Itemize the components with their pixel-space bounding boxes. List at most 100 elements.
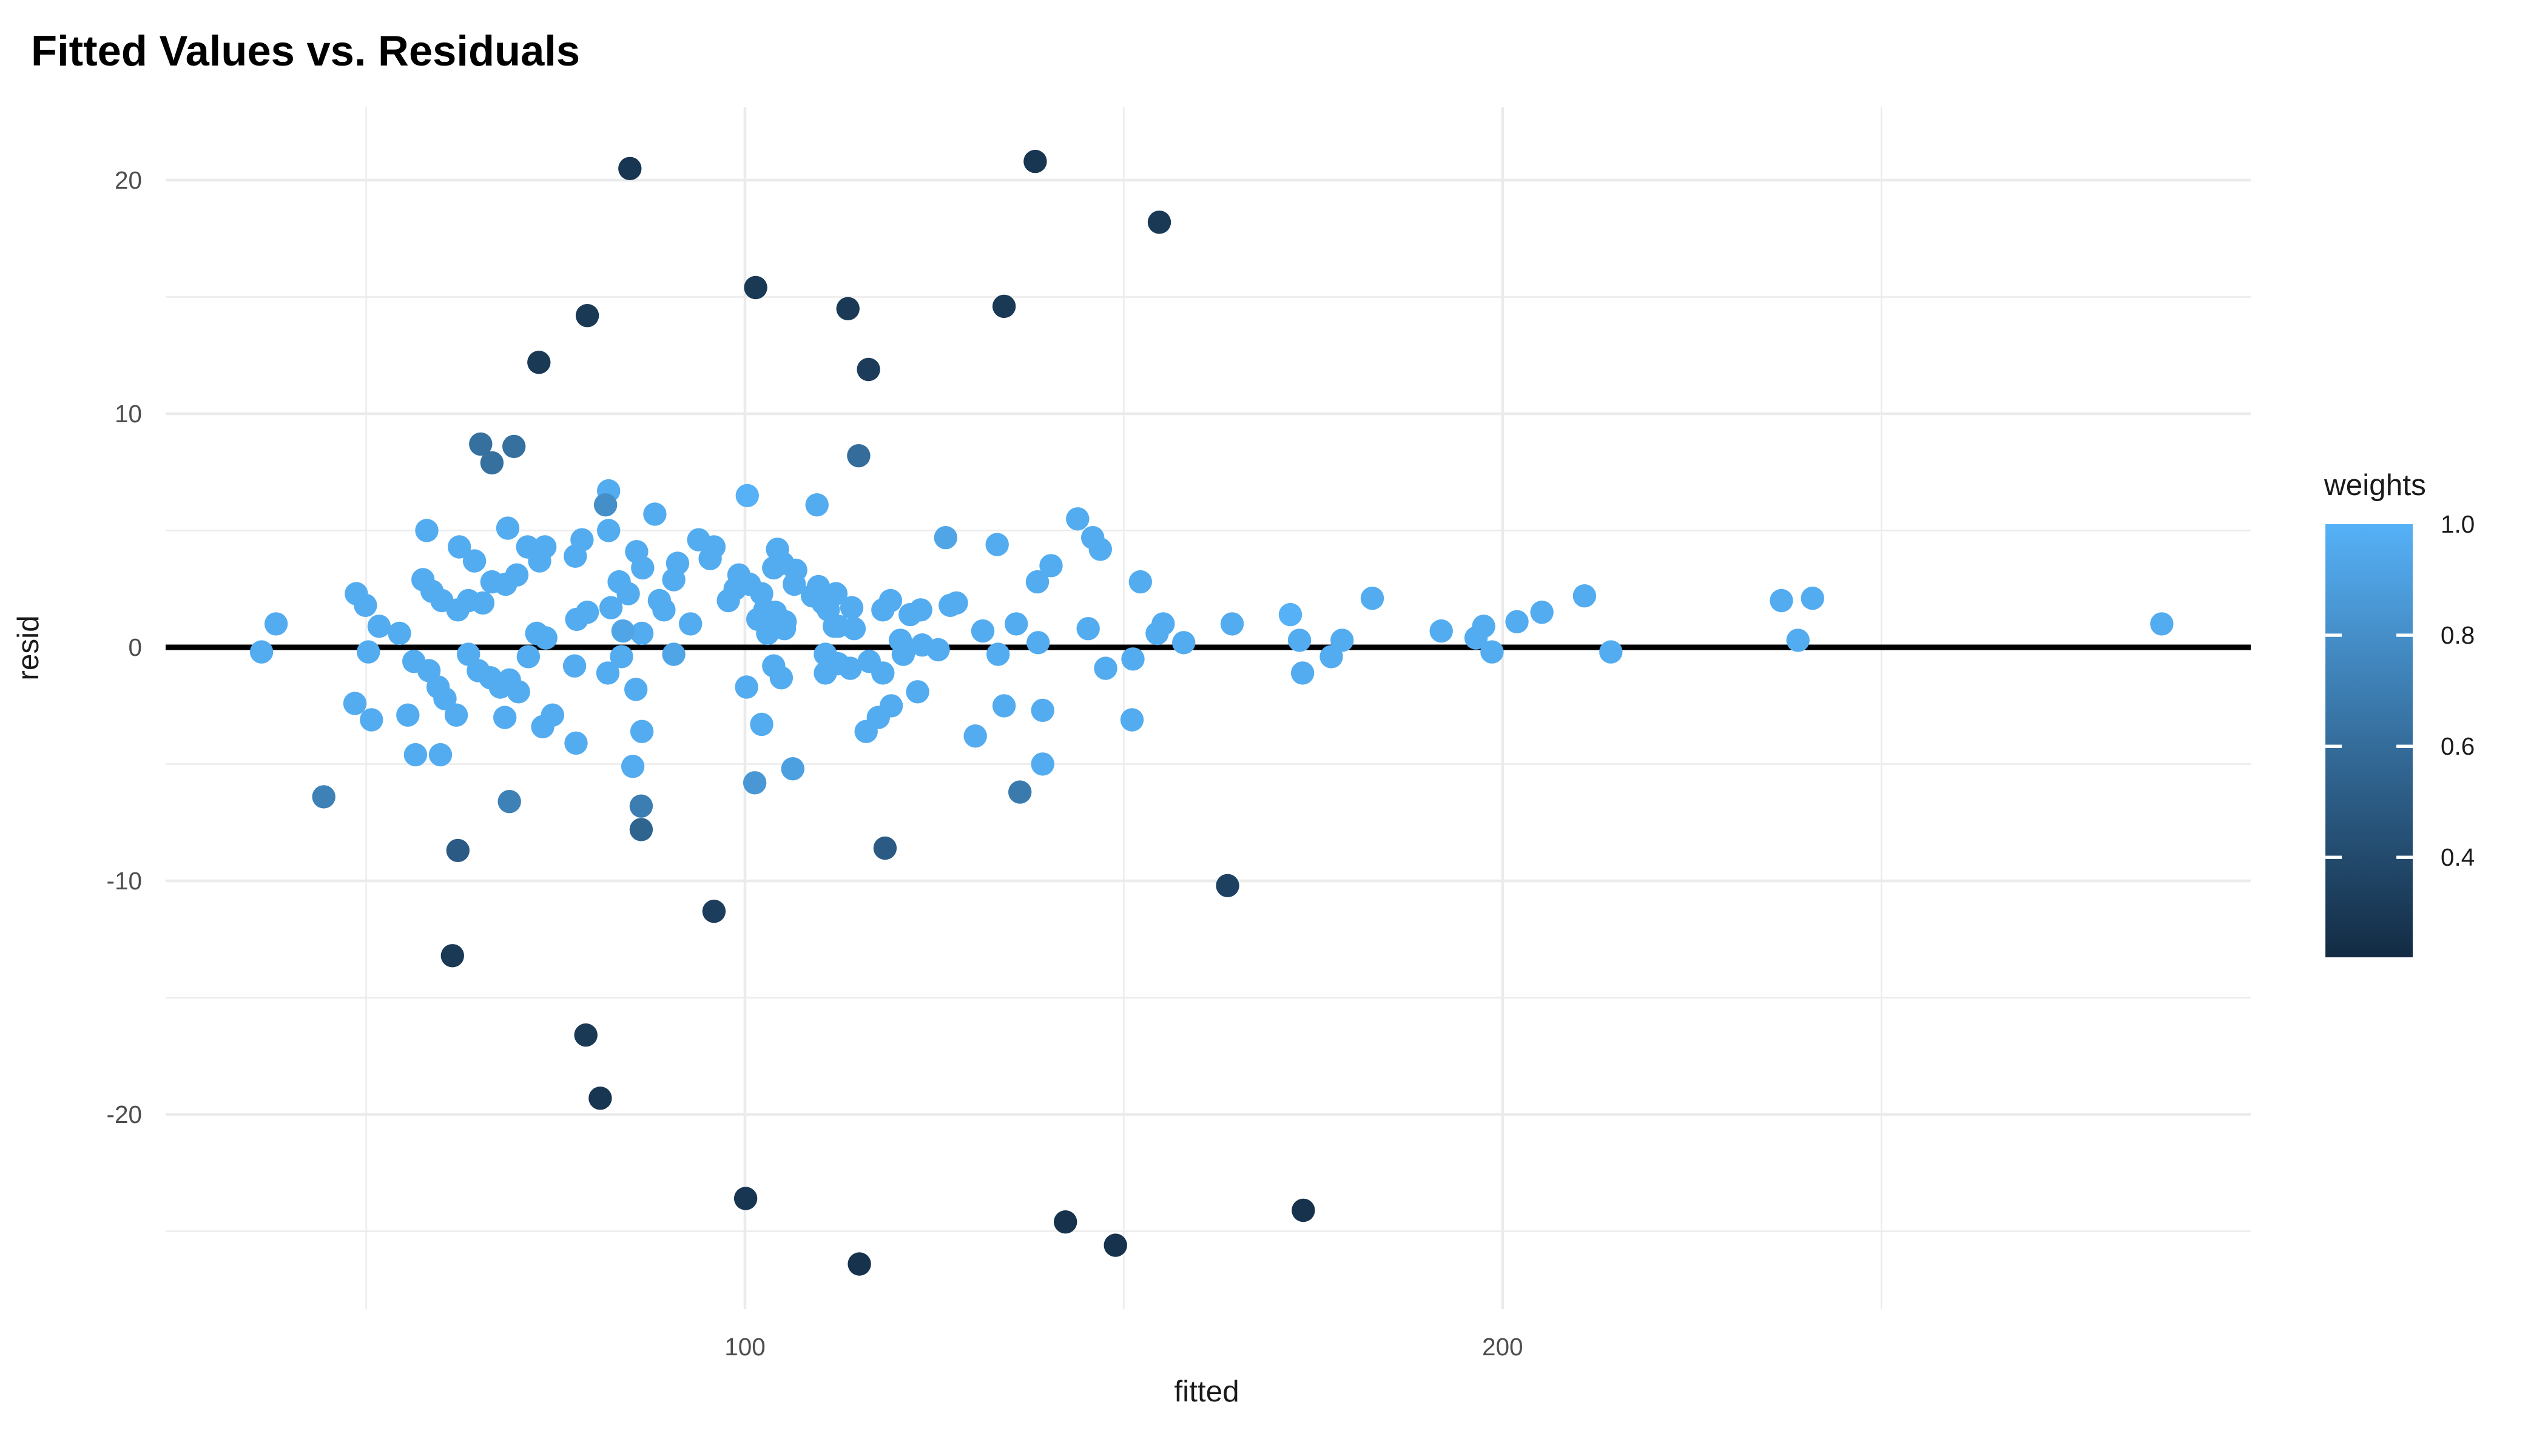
data-point — [446, 838, 470, 863]
data-point — [1290, 661, 1315, 685]
x-axis-tick-labels: 100 200 — [724, 1333, 1523, 1361]
data-point — [264, 612, 288, 636]
data-point — [444, 703, 468, 727]
legend-tick-label: 0.8 — [2441, 621, 2475, 649]
data-point — [985, 533, 1009, 556]
data-point — [531, 715, 554, 739]
data-point — [502, 434, 526, 459]
data-point — [462, 549, 487, 573]
data-point — [629, 818, 653, 841]
data-point — [1330, 629, 1354, 652]
data-point — [1120, 708, 1144, 732]
y-axis-title: resid — [12, 615, 45, 680]
legend-colorbar — [2325, 524, 2413, 957]
data-point — [1530, 601, 1554, 624]
data-point — [1008, 780, 1032, 804]
data-point — [354, 593, 377, 617]
x-tick-label: 200 — [1482, 1333, 1523, 1361]
data-point — [575, 304, 599, 328]
data-point — [1088, 538, 1112, 561]
data-point — [643, 502, 667, 526]
data-point — [750, 712, 774, 736]
data-point — [879, 694, 903, 718]
data-point — [562, 654, 587, 678]
data-point — [838, 656, 862, 680]
data-point — [440, 944, 465, 968]
legend-tick-label: 0.4 — [2441, 843, 2475, 871]
data-point — [527, 351, 551, 374]
y-tick-label: 0 — [128, 633, 142, 661]
data-point — [388, 621, 411, 645]
data-point — [1505, 610, 1529, 633]
data-point — [415, 519, 439, 542]
data-point — [857, 357, 880, 382]
data-point — [1472, 615, 1495, 638]
data-point — [1172, 631, 1196, 655]
data-point — [1076, 617, 1100, 641]
data-point — [873, 836, 897, 860]
data-point — [986, 642, 1010, 666]
data-point — [783, 572, 806, 596]
data-point — [842, 617, 866, 641]
data-point — [494, 572, 517, 596]
data-point — [836, 297, 860, 321]
data-point — [616, 582, 640, 605]
data-point — [906, 680, 929, 704]
data-point — [679, 612, 703, 636]
data-point — [744, 275, 767, 300]
data-point — [805, 493, 829, 517]
data-point — [926, 638, 950, 662]
data-point — [471, 591, 495, 615]
data-point — [507, 680, 530, 704]
data-point — [1025, 570, 1050, 594]
x-tick-label: 100 — [724, 1333, 766, 1361]
data-point — [871, 598, 895, 622]
data-point — [823, 615, 846, 638]
data-point — [1216, 874, 1239, 897]
data-point — [1801, 586, 1824, 610]
y-tick-label: 20 — [115, 166, 142, 194]
data-point — [312, 785, 335, 809]
data-point — [575, 601, 599, 624]
data-point — [493, 706, 517, 729]
legend-weights: weights 1.0 0.8 0.6 0.4 — [2324, 468, 2475, 957]
data-point — [599, 596, 623, 619]
data-point — [624, 678, 648, 701]
data-point — [1572, 584, 1596, 608]
data-point — [992, 294, 1016, 318]
data-point — [992, 694, 1016, 718]
data-point — [534, 626, 558, 650]
data-point — [496, 516, 520, 540]
data-point — [631, 556, 655, 580]
data-point — [735, 675, 758, 699]
data-point — [1292, 1198, 1315, 1222]
data-point — [1278, 602, 1303, 627]
data-point — [871, 661, 895, 685]
y-tick-label: -20 — [106, 1100, 142, 1128]
data-point — [528, 549, 551, 573]
data-point — [1360, 586, 1384, 610]
data-point — [1026, 631, 1050, 655]
data-point — [762, 556, 786, 580]
data-point — [662, 568, 686, 592]
data-point — [647, 588, 672, 613]
data-point — [610, 645, 633, 669]
data-point — [1770, 588, 1793, 613]
data-point — [469, 432, 493, 456]
data-point — [750, 582, 774, 605]
data-point — [848, 1252, 871, 1276]
data-point — [934, 526, 957, 550]
data-point — [716, 588, 740, 613]
data-point — [662, 642, 686, 666]
data-point — [2150, 612, 2174, 636]
legend-tick-marks — [2325, 633, 2413, 859]
data-point — [574, 1023, 598, 1047]
data-point — [1599, 640, 1623, 664]
data-point — [630, 720, 654, 743]
data-point — [621, 755, 645, 778]
data-point — [433, 687, 457, 710]
data-point — [249, 640, 274, 664]
